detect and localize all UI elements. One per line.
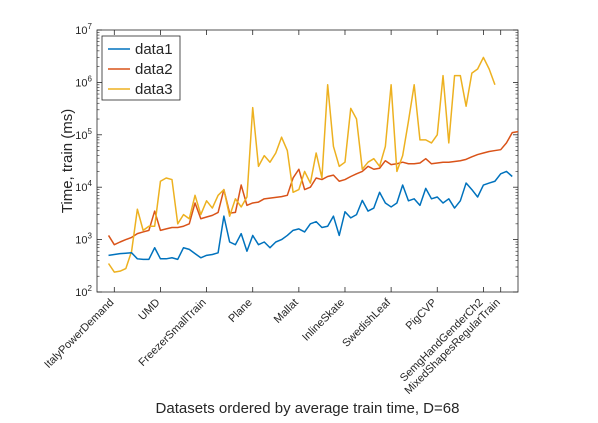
- legend-label: data1: [135, 41, 173, 58]
- y-tick-base: 10: [75, 25, 87, 37]
- y-axis-label: Time, train (ms): [59, 109, 76, 213]
- y-tick-base: 10: [75, 287, 87, 299]
- y-tick-exponent: 3: [88, 232, 93, 241]
- y-tick-exponent: 2: [88, 284, 93, 293]
- y-tick-exponent: 4: [88, 179, 93, 188]
- y-tick-base: 10: [75, 77, 87, 89]
- y-tick-label: 102: [75, 284, 92, 299]
- y-tick-exponent: 6: [88, 74, 93, 83]
- y-tick-label: 105: [75, 127, 92, 142]
- y-tick-label: 103: [75, 232, 92, 247]
- series-line-data1: [108, 170, 513, 261]
- y-tick-exponent: 5: [88, 127, 93, 136]
- series-line-data2: [107, 130, 519, 246]
- y-tick-base: 10: [75, 235, 87, 247]
- legend-label: data3: [135, 81, 173, 98]
- legend: data1 data2 data3: [101, 35, 181, 101]
- y-tick-base: 10: [75, 130, 87, 142]
- y-tick-label: 104: [75, 179, 92, 194]
- series-line-data3: [107, 56, 496, 273]
- x-axis-label: Datasets ordered by average train time, …: [156, 400, 460, 417]
- series-layer: [107, 56, 519, 273]
- y-tick-exponent: 7: [88, 22, 93, 31]
- y-tick-label: 107: [75, 22, 92, 37]
- y-tick-base: 10: [75, 182, 87, 194]
- y-tick-label: 106: [75, 74, 92, 89]
- legend-label: data2: [135, 61, 173, 78]
